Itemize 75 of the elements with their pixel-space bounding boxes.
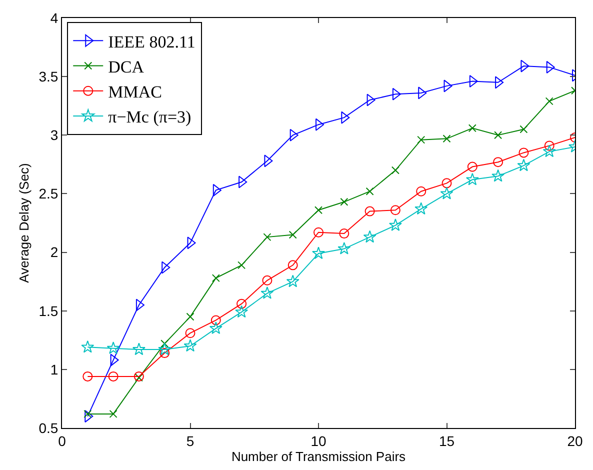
- point: [493, 157, 504, 168]
- point: [109, 410, 118, 418]
- point: [440, 186, 454, 200]
- y-axis-title: Average Delay (Sec): [16, 163, 32, 283]
- point: [134, 374, 143, 382]
- point: [81, 340, 94, 353]
- point: [210, 315, 221, 326]
- point: [339, 228, 350, 239]
- point: [417, 136, 426, 144]
- point: [340, 198, 348, 206]
- y-tick-label: 1: [50, 361, 58, 378]
- point: [312, 246, 325, 260]
- y-tick-label: 4: [50, 10, 58, 26]
- legend-label: IEEE 802.11: [108, 32, 196, 52]
- point: [262, 275, 272, 286]
- point: [390, 205, 400, 216]
- point: [286, 274, 300, 288]
- point: [366, 187, 374, 196]
- point: [468, 124, 476, 132]
- point: [132, 342, 146, 356]
- point: [494, 131, 502, 140]
- point: [442, 178, 452, 188]
- legend-label: DCA: [108, 57, 145, 76]
- point: [314, 227, 324, 238]
- x-axis-title: Number of Transmission Pairs: [231, 448, 406, 464]
- y-tick-label: 2: [50, 244, 58, 260]
- point: [263, 233, 272, 242]
- point: [288, 230, 297, 239]
- point: [235, 305, 248, 318]
- point: [185, 328, 196, 338]
- point: [260, 286, 274, 299]
- x-tick-label: 5: [186, 432, 194, 449]
- x-tick-label: 20: [567, 432, 583, 449]
- point: [520, 125, 528, 134]
- point: [442, 134, 451, 143]
- y-tick-label: 2.5: [38, 186, 58, 202]
- x-tick-label: 15: [438, 432, 455, 449]
- point: [467, 162, 478, 172]
- point: [544, 140, 554, 151]
- point: [416, 186, 426, 196]
- point: [518, 148, 529, 158]
- point: [184, 339, 197, 352]
- point: [388, 218, 402, 231]
- point: [238, 261, 246, 270]
- legend-label: π−Mc (π=3): [108, 108, 192, 127]
- point: [134, 371, 144, 382]
- point: [364, 206, 375, 216]
- point: [545, 97, 554, 106]
- legend-label: MMAC: [108, 82, 162, 102]
- point: [209, 322, 222, 334]
- point: [288, 260, 298, 270]
- point: [160, 340, 169, 348]
- point: [314, 206, 322, 214]
- y-tick-label: 3: [50, 127, 58, 144]
- point: [492, 169, 505, 182]
- point: [108, 371, 118, 382]
- point: [542, 144, 556, 158]
- y-tick-label: 3.5: [38, 68, 58, 84]
- point: [391, 166, 400, 174]
- point: [212, 274, 220, 282]
- point: [363, 230, 376, 243]
- x-tick-label: 0: [58, 432, 66, 449]
- point: [236, 298, 247, 309]
- point: [414, 202, 428, 215]
- point: [186, 312, 194, 321]
- y-tick-label: 1.5: [38, 302, 58, 319]
- x-tick-label: 10: [310, 432, 326, 449]
- point: [158, 342, 172, 356]
- point: [338, 242, 351, 254]
- point: [517, 158, 530, 172]
- point: [466, 172, 479, 186]
- point: [106, 342, 120, 354]
- point: [160, 348, 170, 358]
- y-tick-label: 0.5: [38, 420, 58, 436]
- point: [82, 371, 93, 382]
